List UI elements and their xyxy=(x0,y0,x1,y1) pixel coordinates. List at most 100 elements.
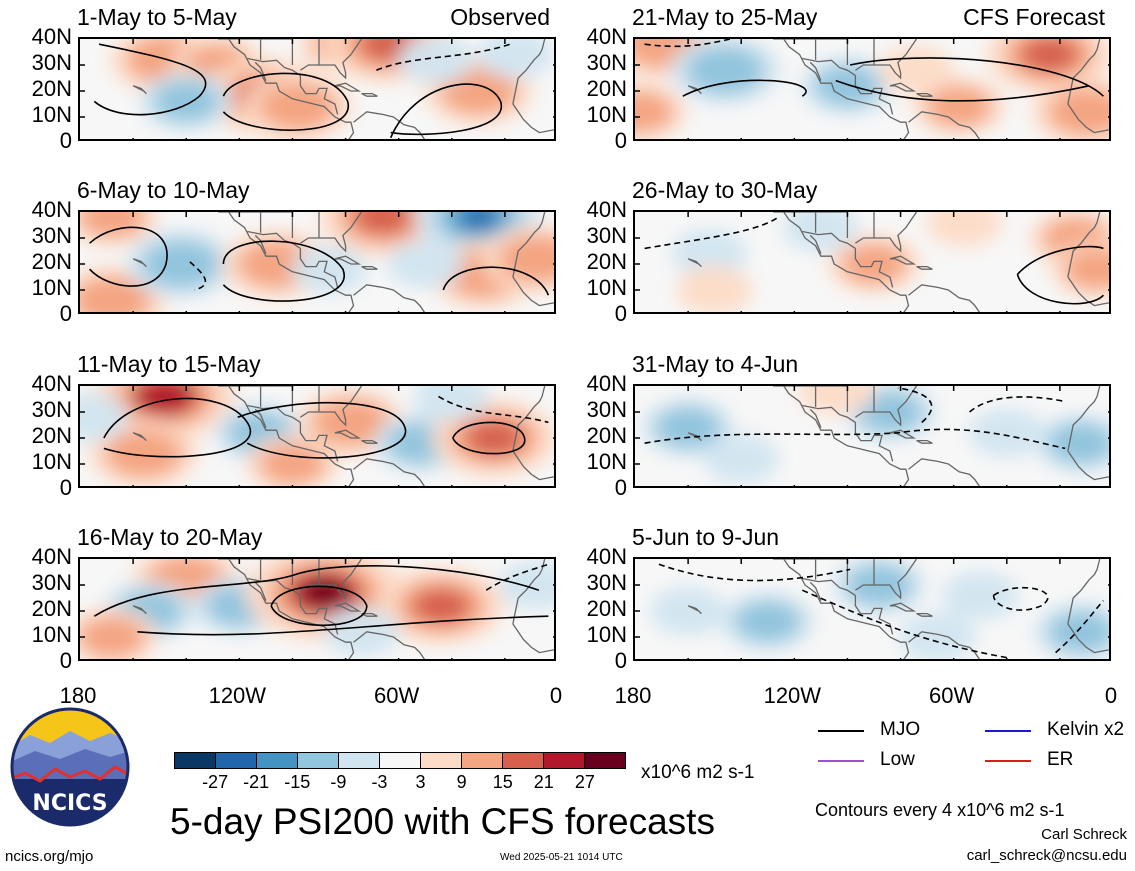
y-tick-label: 20N xyxy=(586,249,627,274)
colorbar-label: -21 xyxy=(243,772,270,792)
anomaly-blob xyxy=(782,212,860,252)
y-tick-label: 40N xyxy=(31,24,72,49)
coastline xyxy=(132,605,147,615)
anomaly-blob xyxy=(968,408,1045,458)
mjo-contour xyxy=(442,266,550,296)
coastline xyxy=(855,559,918,600)
coastline xyxy=(299,595,339,635)
x-tick-label: 180 xyxy=(59,683,97,708)
map-svg xyxy=(635,212,1109,312)
coastline xyxy=(773,386,910,486)
map-panel-3 xyxy=(78,384,556,488)
anomaly-blob xyxy=(926,212,1003,247)
y-tick-label: 0 xyxy=(59,301,72,326)
coastline xyxy=(512,559,546,625)
x-tick-label: 60W xyxy=(929,683,975,708)
anomaly-blob xyxy=(80,392,129,442)
y-tick-label: 10N xyxy=(586,275,627,300)
coastline xyxy=(908,458,981,486)
panel-title-4: 16-May to 20-May xyxy=(77,524,263,550)
y-tick-label: 0 xyxy=(614,648,627,673)
y-tick-label: 0 xyxy=(59,648,72,673)
mjo-contour xyxy=(1016,245,1104,275)
panel-title-6: 26-May to 30-May xyxy=(632,177,818,203)
y-tick-label: 10N xyxy=(586,449,627,474)
colorbar-label: 21 xyxy=(533,772,554,792)
coastline xyxy=(512,276,554,307)
mjo-contour xyxy=(658,563,851,582)
panel-title-5: 21-May to 25-May xyxy=(632,4,818,30)
colorbar-label: -9 xyxy=(330,772,347,792)
coastline xyxy=(512,212,546,278)
y-tick-label: 30N xyxy=(586,397,627,422)
coastline xyxy=(908,111,981,139)
mjo-contour xyxy=(969,396,1066,413)
chart-title: 5-day PSI200 with CFS forecasts xyxy=(170,801,715,842)
coastline xyxy=(132,258,147,268)
mjo-contour xyxy=(270,585,368,627)
mjo-contour xyxy=(897,387,933,424)
y-tick-label: 0 xyxy=(59,475,72,500)
coastline xyxy=(854,75,894,115)
coastline xyxy=(855,386,918,427)
coastline xyxy=(802,577,856,596)
colorbar-label: 3 xyxy=(415,772,426,792)
coastline xyxy=(353,284,426,312)
mjo-contour xyxy=(222,240,345,302)
mjo-contour xyxy=(189,261,207,291)
coastline xyxy=(512,386,546,452)
coastline xyxy=(687,85,702,95)
coastline xyxy=(889,602,917,612)
contour-note: Contours every 4 x10^6 m2 s-1 xyxy=(815,800,1065,820)
map-panel-4 xyxy=(78,557,556,661)
y-tick-label: 20N xyxy=(31,249,72,274)
y-tick-label: 40N xyxy=(586,24,627,49)
y-tick-label: 10N xyxy=(31,449,72,474)
coastline xyxy=(300,559,363,600)
coastline xyxy=(809,408,822,428)
y-tick-label: 10N xyxy=(31,622,72,647)
coastline xyxy=(802,230,856,249)
y-tick-label: 40N xyxy=(31,544,72,569)
anomaly-blob xyxy=(366,212,399,227)
colorbar-swatch xyxy=(421,753,462,768)
anomaly-blob xyxy=(397,39,475,85)
mjo-contour xyxy=(801,589,1008,659)
logo-svg: NCICS xyxy=(10,707,130,827)
author: Carl Schreck xyxy=(1041,826,1127,843)
coastline xyxy=(254,61,267,81)
coastline xyxy=(512,450,554,481)
coastline xyxy=(1067,276,1109,307)
anomaly-blob xyxy=(87,285,137,312)
anomaly-blob xyxy=(899,612,976,659)
mjo-contour xyxy=(137,615,549,636)
anomaly-blob xyxy=(1033,44,1066,65)
anomaly-blob xyxy=(1061,96,1109,128)
y-tick-label: 40N xyxy=(31,197,72,222)
anomaly-blob xyxy=(453,75,504,107)
logo-text: NCICS xyxy=(32,791,107,816)
coastline xyxy=(916,612,933,617)
coastline xyxy=(1067,212,1101,278)
x-tick-label: 60W xyxy=(374,683,420,708)
mjo-contour xyxy=(237,401,407,459)
colorbar-swatch xyxy=(585,753,625,768)
coastline xyxy=(1067,450,1109,481)
coastline xyxy=(908,631,981,659)
coastline xyxy=(1067,559,1101,625)
colorbar-swatch xyxy=(544,753,585,768)
coastline xyxy=(299,248,339,288)
colorbar-label: -15 xyxy=(284,772,311,792)
mjo-contour xyxy=(89,226,168,287)
y-tick-label: 0 xyxy=(614,475,627,500)
coastline xyxy=(908,284,981,312)
legend-label: Kelvin x2 xyxy=(1047,719,1125,740)
coastline xyxy=(512,623,554,654)
coastline xyxy=(809,234,822,254)
y-tick-label: 30N xyxy=(31,50,72,75)
colorbar xyxy=(174,752,626,769)
coastline xyxy=(247,404,301,423)
mjo-contour xyxy=(389,83,502,139)
map-panel-8 xyxy=(633,557,1111,661)
panel-title-2: 6-May to 10-May xyxy=(77,177,250,203)
